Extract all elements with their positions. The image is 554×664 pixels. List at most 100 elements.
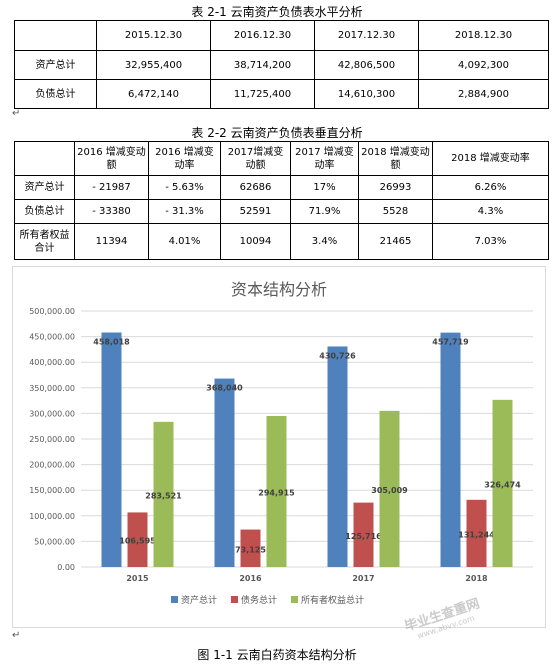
table-cell: 11,725,400 bbox=[210, 79, 315, 109]
horizontal-analysis-table: 2015.12.30 2016.12.30 2017.12.30 2018.12.30… bbox=[14, 20, 549, 109]
x-tick-label: 2017 bbox=[352, 574, 374, 583]
table-cell: 14,610,300 bbox=[314, 79, 419, 109]
data-label: 305,009 bbox=[371, 486, 408, 495]
table-cell: - 21987 bbox=[74, 175, 149, 200]
table-cell: 资产总计 bbox=[14, 50, 97, 80]
table-cell: 7.03% bbox=[432, 223, 549, 260]
table-row: 资产总计 - 21987- 5.63% 62686 17% 26993 6.26% bbox=[14, 175, 549, 200]
table-header-cell: 2018 增减变动额 bbox=[358, 141, 433, 176]
y-tick-label: 0.00 bbox=[57, 563, 75, 572]
y-tick-label: 50,000.00 bbox=[34, 537, 75, 546]
y-tick-label: 350,000.00 bbox=[29, 384, 75, 393]
legend-swatch bbox=[171, 596, 178, 603]
paragraph-mark: ↵ bbox=[12, 108, 21, 119]
table-cell: 71.9% bbox=[290, 199, 359, 224]
data-label: 458,018 bbox=[93, 337, 130, 346]
chart-title: 资本结构分析 bbox=[231, 280, 327, 299]
table1-caption: 表 2-1 云南资产负债表水平分析 bbox=[191, 5, 363, 19]
table-cell: 2,884,900 bbox=[418, 79, 549, 109]
table-cell: 38,714,200 bbox=[210, 50, 315, 80]
y-tick-label: 250,000.00 bbox=[29, 435, 75, 444]
y-tick-label: 400,000.00 bbox=[29, 358, 75, 367]
figure-caption: 图 1-1 云南白药资本结构分析 bbox=[197, 648, 357, 662]
table2-caption: 表 2-2 云南资产负债表垂直分析 bbox=[191, 126, 363, 140]
bar bbox=[101, 332, 122, 567]
y-tick-label: 150,000.00 bbox=[29, 486, 75, 495]
capital-structure-chart: 资本结构分析 0.00 50,000.00 100,000.00 150,000.00 2… bbox=[12, 266, 546, 628]
data-label: 73,125 bbox=[235, 545, 266, 554]
table-cell: 负债总计 bbox=[14, 199, 75, 224]
table-cell: 26993 bbox=[358, 175, 433, 200]
y-tick-label: 100,000.00 bbox=[29, 512, 75, 521]
x-tick-label: 2018 bbox=[465, 574, 488, 583]
bar bbox=[440, 332, 461, 567]
bar bbox=[466, 499, 487, 567]
table-cell: - 31.3% bbox=[148, 199, 221, 224]
y-tick-label: 300,000.00 bbox=[29, 409, 75, 418]
table-cell: 6.26% bbox=[432, 175, 549, 200]
table-cell: - 5.63% bbox=[148, 175, 221, 200]
data-label: 368,040 bbox=[206, 384, 243, 393]
chart-svg: 资本结构分析 0.00 50,000.00 100,000.00 150,000.00 2… bbox=[29, 280, 533, 606]
table-header-cell: 2016.12.30 bbox=[210, 20, 315, 51]
table-header-cell: 2017.12.30 bbox=[314, 20, 419, 51]
table-cell: 10094 bbox=[220, 223, 291, 260]
data-label: 125,716 bbox=[345, 532, 382, 541]
table-header-cell: 2018 增减变动率 bbox=[432, 141, 549, 176]
table-cell: 负债总计 bbox=[14, 79, 97, 109]
table-cell: 资产总计 bbox=[14, 175, 75, 200]
data-label: 326,474 bbox=[484, 480, 521, 489]
table-header-cell: 2016 增减变动率 bbox=[148, 141, 221, 176]
data-label: 457,719 bbox=[432, 338, 469, 347]
bar bbox=[266, 416, 287, 567]
table-cell: 11394 bbox=[74, 223, 149, 260]
table-header-cell bbox=[14, 141, 75, 176]
table-header-row: 2015.12.30 2016.12.30 2017.12.30 2018.12.30 bbox=[14, 20, 549, 51]
bar bbox=[127, 512, 148, 567]
table-row: 负债总计 - 33380- 31.3% 52591 71.9% 5528 4.3% bbox=[14, 199, 549, 224]
data-label: 294,915 bbox=[258, 489, 295, 498]
data-label: 131,244 bbox=[458, 530, 495, 539]
table-cell: 32,955,400 bbox=[96, 50, 211, 80]
legend-swatch bbox=[231, 596, 238, 603]
bar bbox=[214, 378, 235, 567]
table-header-cell: 2017增减变动额 bbox=[220, 141, 291, 176]
table-header-cell: 2015.12.30 bbox=[96, 20, 211, 51]
table-cell: 4.3% bbox=[432, 199, 549, 224]
bar bbox=[327, 346, 348, 567]
y-tick-label: 200,000.00 bbox=[29, 461, 75, 470]
table-cell: 4,092,300 bbox=[418, 50, 549, 80]
bar bbox=[353, 502, 374, 567]
table-header-row: 2016 增减变动额 2016 增减变动率 2017增减变动额 2017 增减变动率 2… bbox=[14, 141, 549, 176]
table-row: 负债总计 6,472,140 11,725,400 14,610,300 2,884,9… bbox=[14, 79, 549, 109]
table-cell: 所有者权益合计 bbox=[14, 223, 75, 260]
table-cell: 5528 bbox=[358, 199, 433, 224]
data-label: 430,726 bbox=[319, 351, 356, 360]
table-cell: 3.4% bbox=[290, 223, 359, 260]
table-cell: 6,472,140 bbox=[96, 79, 211, 109]
bar bbox=[240, 529, 261, 567]
paragraph-mark: ↵ bbox=[12, 630, 21, 641]
table-row: 所有者权益合计 11394 4.01% 10094 3.4% 21465 7.03% bbox=[14, 223, 549, 260]
y-tick-label: 500,000.00 bbox=[29, 307, 75, 316]
table-cell: 21465 bbox=[358, 223, 433, 260]
legend-swatch bbox=[291, 596, 298, 603]
table-cell: 42,806,500 bbox=[314, 50, 419, 80]
bar bbox=[379, 410, 400, 567]
table-cell: 52591 bbox=[220, 199, 291, 224]
table-cell: 4.01% bbox=[148, 223, 221, 260]
table-header-cell: 2017 增减变动率 bbox=[290, 141, 359, 176]
data-label: 106,595 bbox=[119, 537, 156, 546]
table-cell: - 33380 bbox=[74, 199, 149, 224]
bar bbox=[153, 421, 174, 567]
table-cell: 62686 bbox=[220, 175, 291, 200]
table-row: 资产总计 32,955,400 38,714,200 42,806,500 4,092,… bbox=[14, 50, 549, 80]
legend-label: 所有者权益总计 bbox=[301, 594, 364, 606]
legend-label: 资产总计 bbox=[181, 594, 217, 606]
y-tick-label: 450,000.00 bbox=[29, 333, 75, 342]
data-label: 283,521 bbox=[145, 491, 182, 500]
bar bbox=[492, 399, 513, 567]
x-tick-label: 2016 bbox=[239, 574, 262, 583]
table-header-cell: 2018.12.30 bbox=[418, 20, 549, 51]
legend-label: 债务总计 bbox=[241, 594, 277, 606]
